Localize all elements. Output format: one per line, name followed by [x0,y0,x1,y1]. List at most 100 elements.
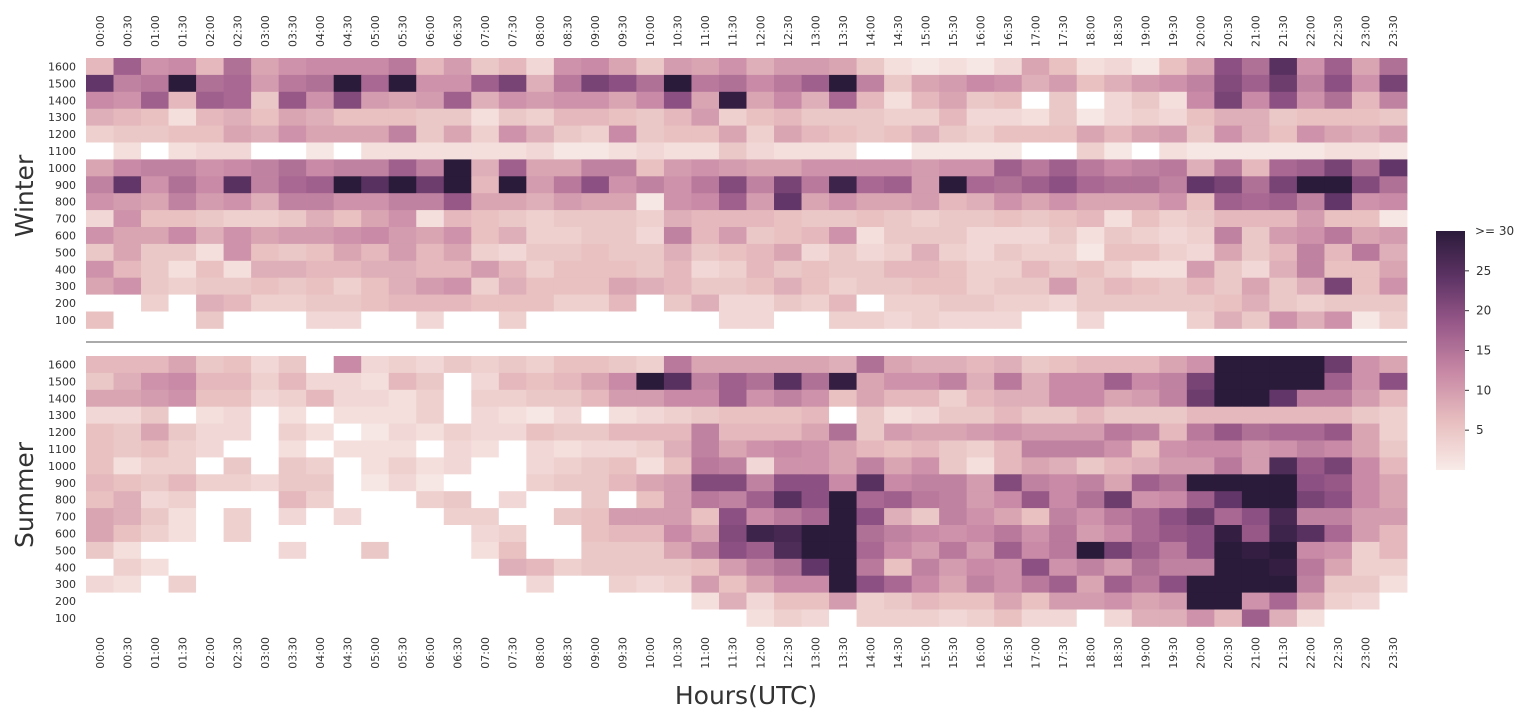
y-tick-label: 1000 [48,460,76,473]
heatmap-cell [1159,243,1188,262]
heatmap-cell [196,311,224,329]
heatmap-cell [278,74,307,93]
heatmap-cell [608,372,637,391]
x-tick-label-bottom: 08:00 [534,637,547,669]
heatmap-cell [416,125,445,143]
heatmap-cell [1269,260,1298,279]
heatmap-cell [388,372,417,391]
x-tick-label-bottom: 10:00 [644,637,657,669]
heatmap-cell [443,243,472,262]
heatmap-cell [553,592,582,610]
heatmap-cell [86,260,114,279]
heatmap-cell [1186,592,1215,610]
heatmap-cell [526,193,555,211]
heatmap-cell [801,356,830,374]
heatmap-cell [939,508,968,526]
heatmap-cell [608,294,637,312]
heatmap-cell [251,91,280,110]
heatmap-cell [113,558,142,577]
heatmap-cell [746,91,775,110]
heatmap-cell [1186,125,1215,143]
x-tick-label-bottom: 00:30 [121,637,134,669]
y-tick-label: 1400 [48,94,76,107]
heatmap-cell [141,243,169,262]
heatmap-cell [1241,108,1270,126]
heatmap-cell [1241,541,1270,560]
x-tick-label-bottom: 01:00 [149,637,162,669]
x-tick-label-top: 11:30 [727,15,740,47]
heatmap-cell [498,372,527,391]
heatmap-cell [994,58,1023,76]
heatmap-cell [1241,609,1270,627]
x-tick-label-top: 04:00 [314,15,327,47]
heatmap-cell [829,243,857,262]
heatmap-cell [1076,491,1105,509]
heatmap-cell [278,558,307,577]
heatmap-cell [1214,356,1243,374]
heatmap-cell [966,558,995,577]
heatmap-cell [526,125,555,143]
heatmap-cell [911,260,940,279]
heatmap-cell [1159,609,1188,627]
heatmap-cell [1076,541,1105,560]
heatmap-cell [1241,74,1270,93]
heatmap-cell [553,474,582,492]
heatmap-cell [1241,575,1270,593]
heatmap-cell [86,277,114,295]
heatmap-cell [1214,91,1243,110]
heatmap-cell [939,294,968,312]
heatmap-cell [994,142,1023,160]
heatmap-cell [168,108,197,126]
heatmap-cell [86,440,114,458]
heatmap-cell [884,58,913,76]
heatmap-cell [663,159,692,177]
heatmap-cell [86,423,114,441]
heatmap-cell [966,176,995,194]
heatmap-cell [636,108,665,126]
heatmap-cell [1049,227,1078,245]
heatmap-cell [911,243,940,262]
x-tick-label-top: 10:30 [672,15,685,47]
y-tick-label: 200 [55,297,76,310]
heatmap-cell [443,541,472,560]
heatmap-cell [829,159,857,177]
heatmap-cell [1021,356,1050,374]
heatmap-cell [1351,457,1380,475]
heatmap-cell [774,142,802,160]
heatmap-cell [113,74,142,93]
heatmap-cell [278,58,307,76]
heatmap-cell [251,142,280,160]
x-tick-label-bottom: 00:00 [94,637,107,669]
heatmap-cell [1131,491,1160,509]
heatmap-cell [746,108,775,126]
heatmap-cell [223,125,252,143]
heatmap-cell [86,541,114,560]
heatmap-cell [1076,227,1105,245]
heatmap-cell [553,609,582,627]
heatmap-cell [113,311,142,329]
x-tick-label-bottom: 11:30 [727,637,740,669]
heatmap-cell [223,558,252,577]
heatmap-cell [691,372,720,391]
heatmap-cell [939,260,968,279]
heatmap-cell [691,356,720,374]
heatmap-cell [388,311,417,329]
x-tick-label-bottom: 05:00 [369,637,382,669]
heatmap-cell [471,193,500,211]
heatmap-cell [86,311,114,329]
heatmap-cell [141,491,169,509]
y-tick-label: 700 [55,213,76,226]
heatmap-cell [1159,558,1188,577]
heatmap-cell [829,525,857,543]
heatmap-cell [168,227,197,245]
heatmap-cell [966,193,995,211]
heatmap-cell [361,227,390,245]
heatmap-cell [306,176,335,194]
heatmap-cell [856,558,885,577]
heatmap-cell [526,508,555,526]
heatmap-cell [1159,491,1188,509]
heatmap-cell [1269,372,1298,391]
heatmap-cell [306,125,335,143]
heatmap-cell [1351,91,1380,110]
